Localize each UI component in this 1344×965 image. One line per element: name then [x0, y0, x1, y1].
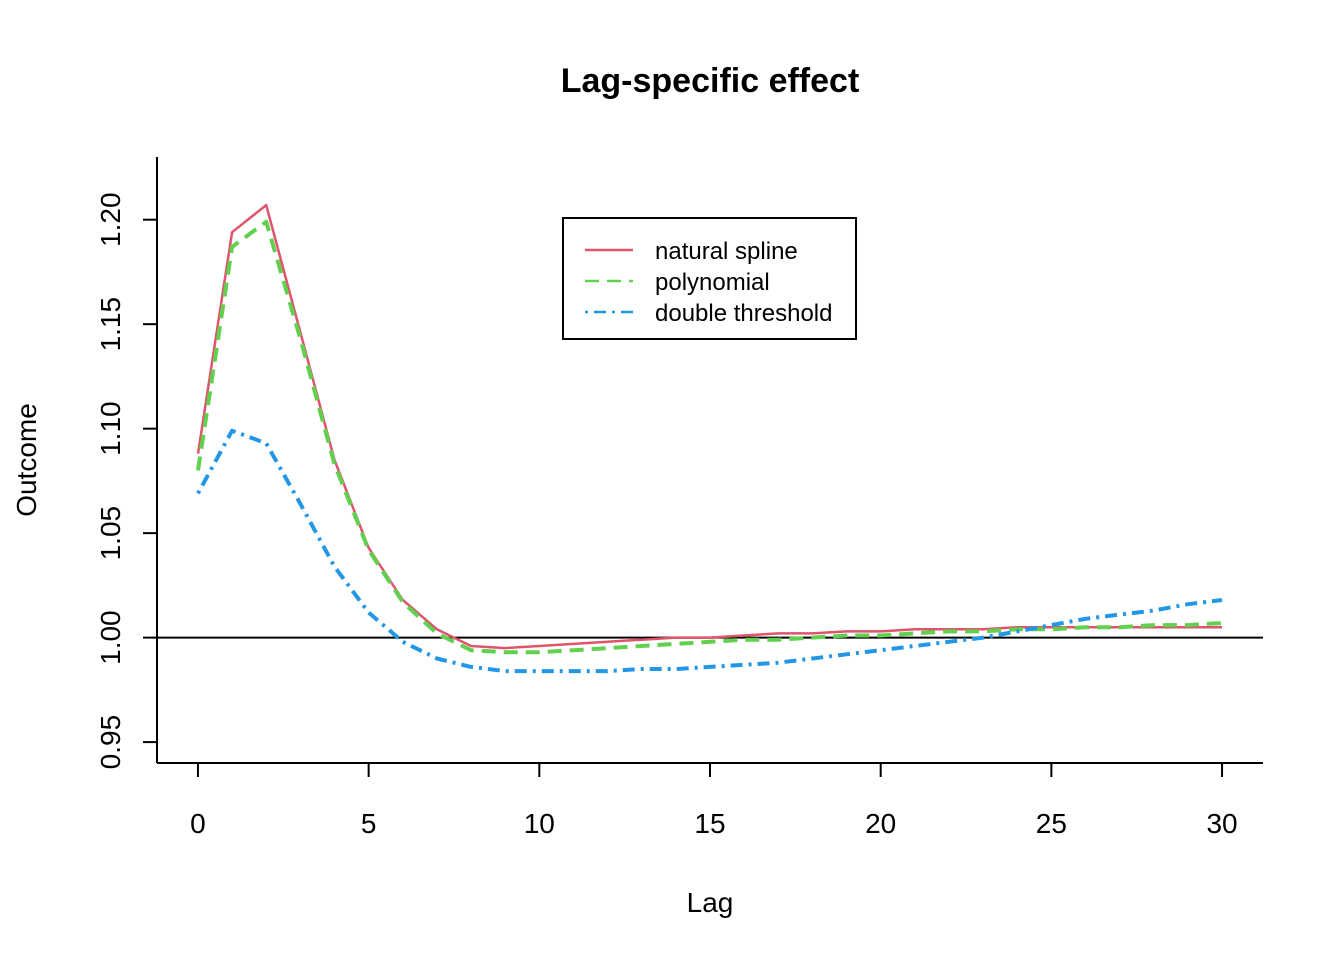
- y-axis-title: Outcome: [11, 403, 42, 517]
- x-axis: 0 5 10 15 20 25 30: [157, 762, 1263, 839]
- y-tick-label: 1.10: [95, 401, 126, 456]
- y-tick-label: 1.05: [95, 506, 126, 561]
- chart-title: Lag-specific effect: [561, 62, 860, 100]
- series-layer: [196, 203, 1223, 674]
- y-tick-label: 1.00: [95, 610, 126, 665]
- x-tick-label: 10: [524, 808, 555, 839]
- x-tick-label: 25: [1036, 808, 1067, 839]
- legend-label: natural spline: [655, 238, 798, 265]
- x-tick-label: 5: [361, 808, 377, 839]
- x-tick-label: 30: [1206, 808, 1237, 839]
- x-tick-label: 0: [190, 808, 206, 839]
- x-tick-label: 15: [694, 808, 725, 839]
- legend-box: [562, 217, 857, 340]
- y-tick-label: 1.20: [95, 192, 126, 247]
- y-tick-label: 0.95: [95, 715, 126, 770]
- series-line-double-threshold: [196, 428, 1223, 674]
- y-axis: 0.95 1.00 1.05 1.10 1.15 1.20: [95, 157, 158, 770]
- series-line-natural-spline: [196, 203, 1222, 650]
- legend-label: polynomial: [655, 269, 770, 296]
- x-tick-label: 20: [865, 808, 896, 839]
- x-axis-title: Lag: [687, 887, 734, 918]
- legend-label: double threshold: [655, 300, 832, 327]
- legend: natural spline polynomial double threshold: [562, 217, 857, 340]
- y-tick-label: 1.15: [95, 297, 126, 352]
- series-line-polynomial: [196, 219, 1223, 655]
